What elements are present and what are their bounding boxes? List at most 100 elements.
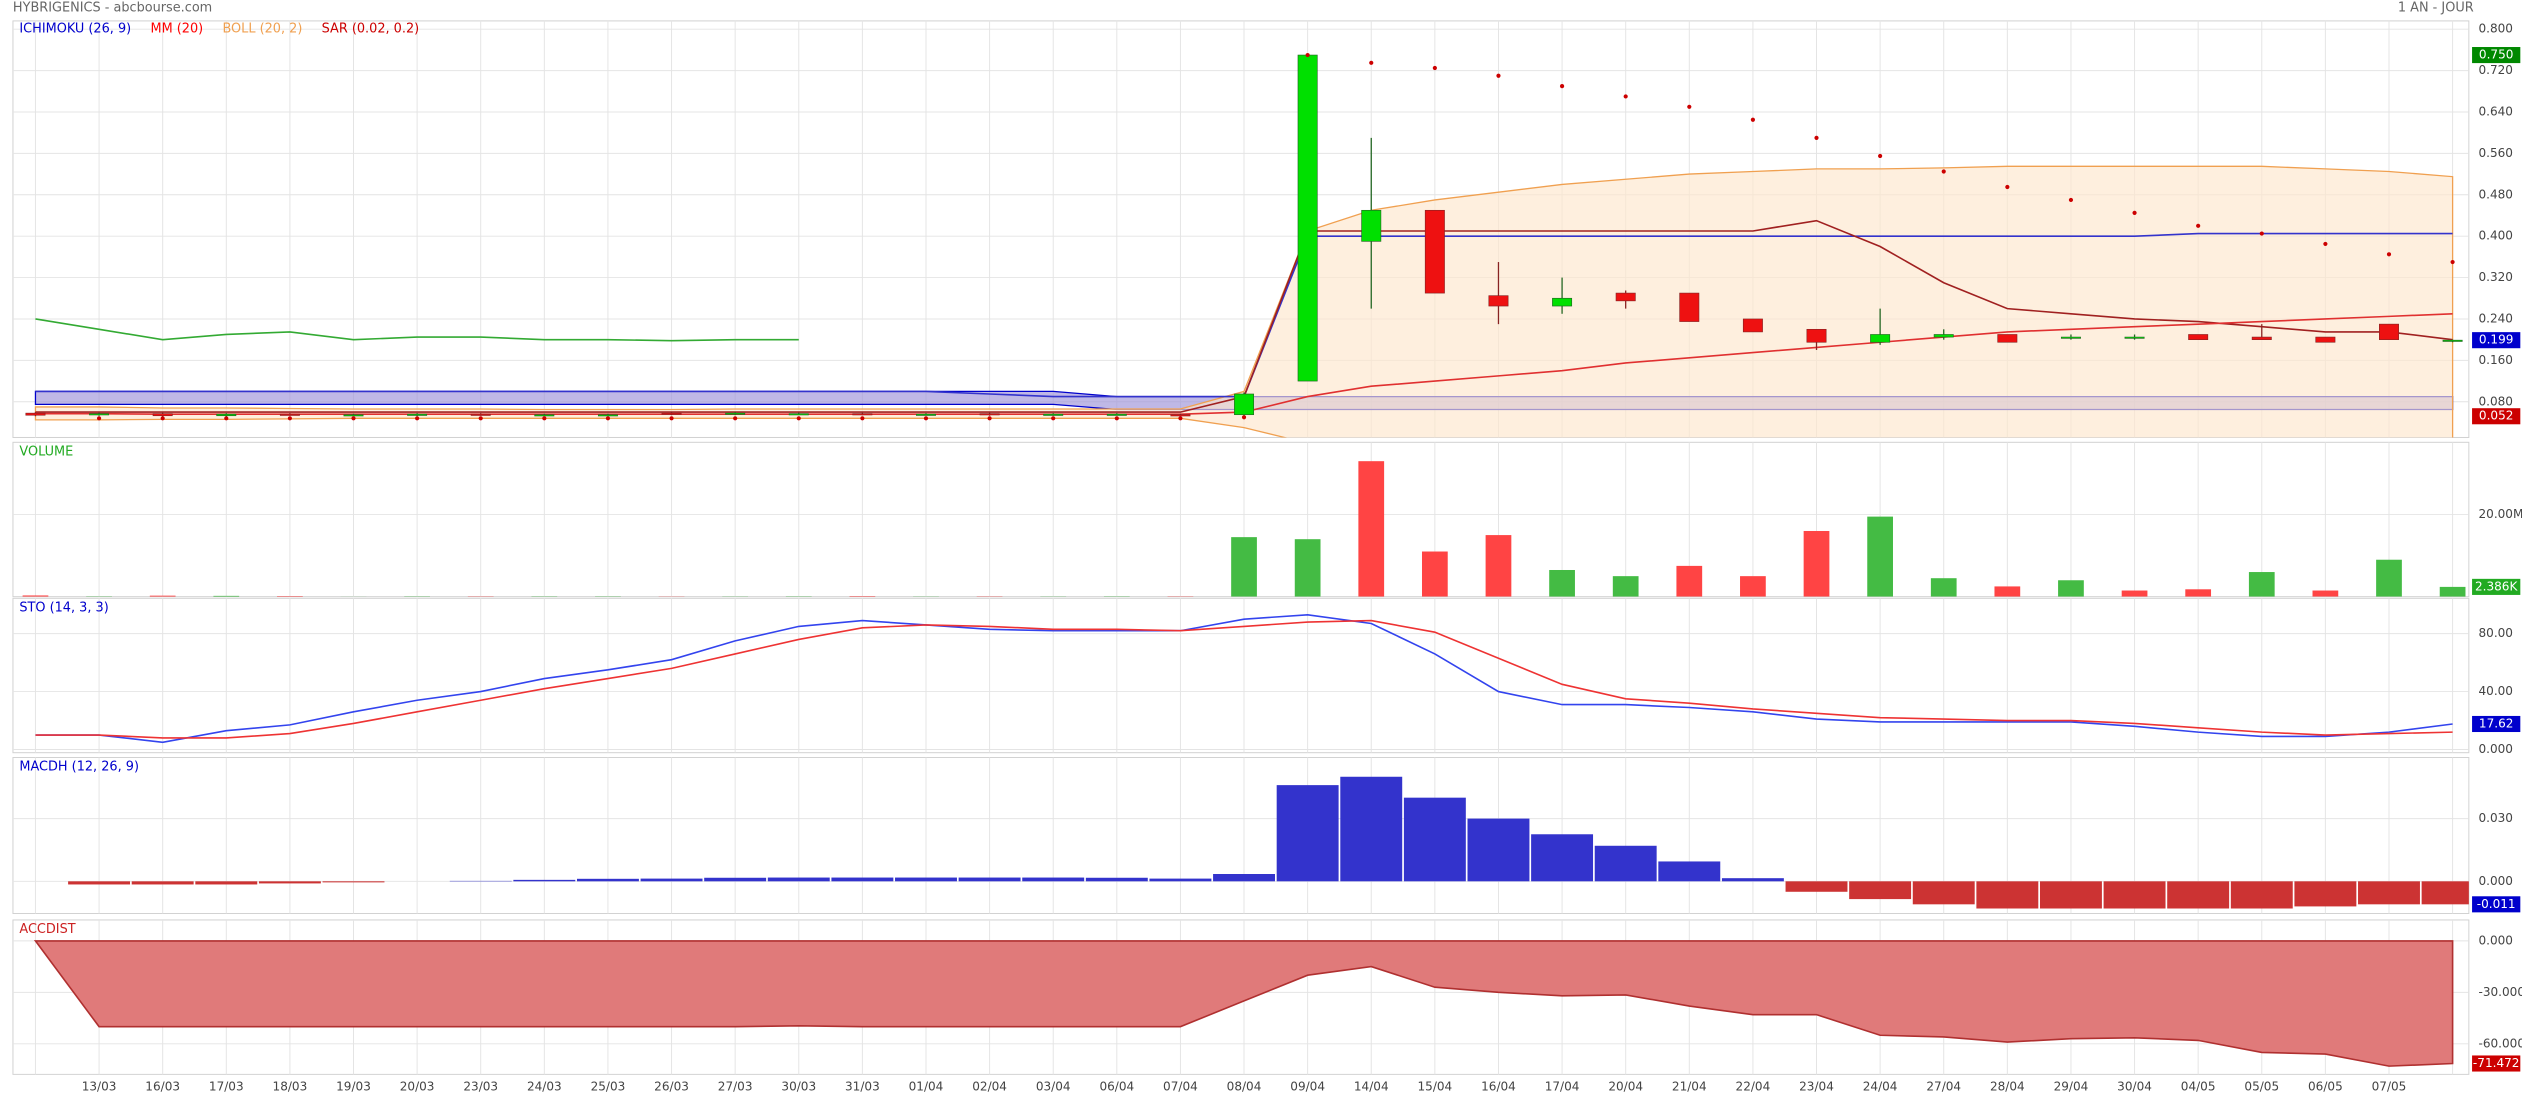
sar-dot	[1051, 416, 1056, 421]
sar-dot	[1623, 94, 1628, 99]
y-tick-label: 0.560	[2478, 146, 2513, 160]
sar-dot	[478, 416, 483, 421]
y-tick-label: 0.240	[2478, 311, 2513, 325]
panel-frame	[12, 919, 2470, 1075]
candle-body	[407, 413, 428, 416]
value-tag	[2472, 896, 2521, 913]
candle-body	[2379, 323, 2399, 340]
sar-dot	[1241, 415, 1247, 420]
bar	[258, 881, 321, 884]
bar	[1676, 565, 1703, 597]
sar-dot	[351, 416, 356, 421]
sar-dot	[1750, 117, 1755, 122]
bar	[1721, 878, 1784, 882]
sar-dot	[796, 416, 801, 421]
panel-frame	[12, 597, 2470, 754]
legend-entry: MM (20)	[150, 21, 203, 36]
page-title: HYBRIGENICS - abcbourse.com	[13, 1, 212, 16]
panel-frame	[12, 20, 2470, 438]
sar-dot	[860, 416, 865, 421]
candle-body	[2060, 336, 2081, 339]
x-tick-label: 24/04	[1863, 1080, 1898, 1094]
bar	[2058, 580, 2084, 597]
y-tick-label: 0.400	[2478, 229, 2513, 243]
sar-dot	[1369, 60, 1374, 65]
candle-body	[661, 412, 682, 415]
bar	[68, 881, 131, 885]
bar	[1294, 539, 1321, 597]
candle-body	[1552, 297, 1573, 307]
sar-dot	[542, 416, 547, 421]
candle-body	[2251, 336, 2272, 340]
value-tag-label: 0.052	[2479, 409, 2514, 423]
bar	[1231, 537, 1257, 597]
bar	[704, 877, 767, 882]
x-tick-label: 02/04	[972, 1080, 1007, 1094]
sar-dot	[2259, 231, 2264, 236]
x-tick-label: 07/04	[1163, 1080, 1198, 1094]
x-tick-label: 27/04	[1926, 1080, 1961, 1094]
candle-body	[470, 413, 491, 416]
x-tick-label: 22/04	[1736, 1080, 1771, 1094]
x-tick-label: 29/04	[2054, 1080, 2089, 1094]
x-tick-label: 27/03	[718, 1080, 753, 1094]
value-tag-label: 0.750	[2479, 48, 2514, 62]
sar-dot	[923, 416, 929, 421]
x-tick-label: 16/04	[1481, 1080, 1516, 1094]
bar	[1467, 818, 1530, 882]
bar	[1867, 516, 1893, 597]
x-tick-label: 05/05	[2244, 1080, 2279, 1094]
x-tick-label: 13/03	[82, 1080, 117, 1094]
bar	[2230, 881, 2293, 909]
bar	[1803, 530, 1830, 597]
x-tick-label: 20/03	[400, 1080, 435, 1094]
x-tick-label: 19/03	[336, 1080, 371, 1094]
bar	[277, 596, 303, 597]
x-tick-label: 09/04	[1290, 1080, 1325, 1094]
bar	[1549, 569, 1575, 597]
bar	[1276, 785, 1339, 882]
bar	[1740, 576, 1766, 597]
bar	[2039, 881, 2102, 909]
bar	[576, 878, 639, 882]
candle-body	[852, 413, 873, 416]
candle-body	[1234, 393, 1255, 416]
bar	[767, 877, 830, 882]
bar	[1403, 797, 1466, 882]
bar	[1994, 586, 2021, 597]
candle-body	[279, 413, 300, 416]
y-tick-label: 0.160	[2478, 353, 2513, 367]
value-tag	[2472, 1055, 2521, 1072]
bar	[1085, 877, 1148, 882]
y-tick-label: 0.000	[2478, 742, 2513, 756]
bar	[322, 881, 385, 883]
bar	[195, 881, 258, 885]
value-tag-label: 0.199	[2479, 333, 2514, 347]
bar	[2121, 590, 2148, 597]
sar-dot	[1496, 73, 1501, 78]
sar-dot	[2068, 197, 2074, 203]
candle-body	[1615, 292, 1636, 302]
bar	[1485, 535, 1512, 597]
x-tick-label: 31/03	[845, 1080, 880, 1094]
x-tick-label: 17/03	[209, 1080, 244, 1094]
panel-marks	[25, 52, 2463, 438]
y-tick-label: 0.080	[2478, 394, 2513, 408]
candle-body	[725, 412, 746, 415]
value-tag	[2472, 408, 2521, 425]
x-tick-label: 04/05	[2181, 1080, 2216, 1094]
x-tick-label: 18/03	[273, 1080, 308, 1094]
value-tag-label: 17.62	[2479, 716, 2514, 730]
y-tick-label: -30.000	[2478, 985, 2522, 999]
bar	[849, 596, 876, 597]
legend-entry: SAR (0.02, 0.2)	[322, 21, 420, 36]
candle-body	[152, 413, 173, 417]
bar	[131, 881, 194, 885]
sar-dot	[987, 416, 992, 421]
sar-dot	[1178, 416, 1183, 421]
x-tick-label: 08/04	[1227, 1080, 1262, 1094]
bar	[2358, 881, 2420, 905]
line	[35, 619, 2453, 739]
y-tick-label: 0.800	[2478, 22, 2513, 36]
